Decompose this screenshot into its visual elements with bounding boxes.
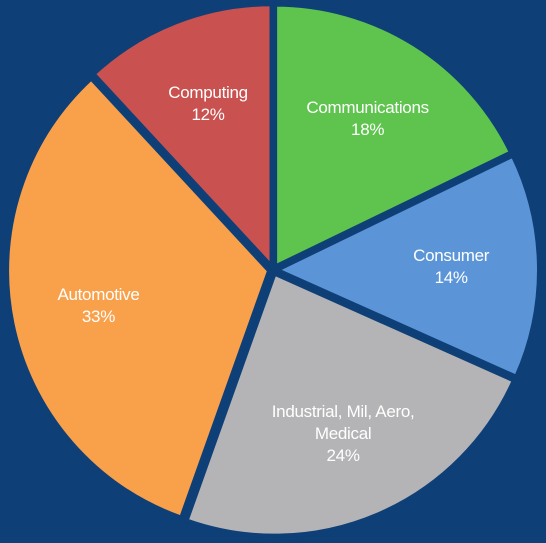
category-label: Communications <box>306 98 429 118</box>
value-label: 18% <box>351 120 385 140</box>
pie-slice <box>273 2 514 270</box>
slice-label: Communications 18% <box>293 97 443 141</box>
slice-label: Automotive 33% <box>23 284 173 328</box>
pie-slice <box>5 75 272 521</box>
category-label: Industrial, Mil, Aero, Medical <box>271 401 415 443</box>
slice-label: Industrial, Mil, Aero, Medical 24% <box>268 401 418 467</box>
pie-slice <box>184 270 517 538</box>
value-label: 24% <box>326 445 360 465</box>
value-label: 12% <box>191 105 225 125</box>
pie-slice <box>90 2 274 272</box>
value-label: 14% <box>434 268 468 288</box>
category-label: Computing <box>168 83 248 103</box>
pie-slice <box>272 153 541 380</box>
value-label: 33% <box>81 306 116 326</box>
category-label: Consumer <box>413 246 490 266</box>
slice-label: Computing 12% <box>133 82 283 126</box>
category-label: Automotive <box>57 284 140 304</box>
slice-label: Consumer 14% <box>376 245 526 289</box>
